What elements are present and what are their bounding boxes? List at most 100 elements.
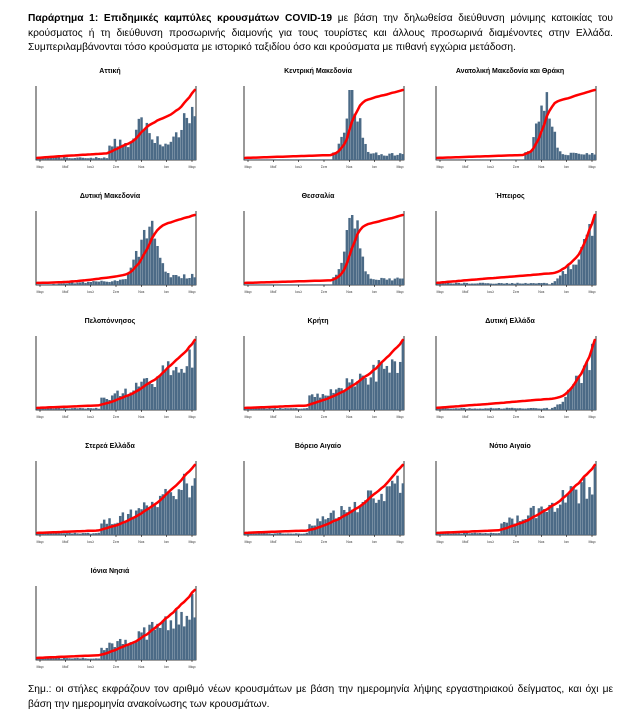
x-tick-label: Σεπ: [321, 540, 328, 544]
bar: [121, 644, 125, 660]
x-tick-label: Ιαν: [564, 415, 569, 419]
bar: [526, 283, 530, 285]
bar: [262, 408, 266, 410]
bar: [526, 408, 530, 410]
bar: [292, 408, 295, 410]
chart-panel: Πελοπόννησος Μαρ Μαΐ Ιουλ Σεπ Νοε Ιαν Μαρ: [20, 318, 220, 426]
bar: [390, 153, 394, 160]
bar: [252, 159, 255, 160]
bar: [153, 142, 157, 160]
bar: [590, 343, 594, 410]
bar: [326, 159, 330, 160]
bar: [572, 486, 575, 535]
bar: [465, 282, 469, 285]
bar: [308, 159, 311, 160]
bar: [86, 658, 90, 660]
bar: [478, 408, 482, 410]
bar: [78, 533, 82, 535]
bar: [41, 157, 45, 160]
chart-svg: Μαρ Μαΐ Ιουλ Σεπ Νοε Ιαν Μαρ: [435, 211, 597, 294]
bar: [540, 408, 543, 410]
bar: [588, 370, 591, 410]
bar: [68, 282, 71, 285]
cumulative-line: [36, 213, 196, 285]
chart-panel: Θεσσαλία Μαρ Μαΐ Ιουλ Σεπ Νοε Ιαν Μαρ: [228, 193, 428, 301]
bar: [446, 408, 450, 410]
bar: [54, 157, 58, 160]
bar: [86, 532, 90, 535]
bar: [356, 512, 359, 535]
bar: [81, 281, 85, 285]
bar: [148, 226, 151, 285]
x-tick-label: Σεπ: [321, 165, 328, 169]
bar: [542, 110, 546, 160]
bar: [588, 224, 591, 285]
bar: [188, 278, 191, 285]
bar: [372, 279, 375, 285]
x-tick-label: Μαρ: [188, 290, 195, 294]
x-tick-label: Σεπ: [321, 290, 328, 294]
bar: [334, 518, 338, 535]
bar: [580, 247, 583, 285]
bar: [182, 626, 186, 660]
bar: [124, 388, 127, 410]
x-tick-label: Μαρ: [396, 290, 403, 294]
bar: [452, 532, 455, 535]
intro-bold: Παράρτημα 1: Επιδημικές καμπύλες κρουσμά…: [28, 13, 332, 24]
chart-title: Πελοπόννησος: [84, 318, 136, 325]
bar: [49, 157, 53, 160]
bar: [262, 284, 266, 285]
bar: [292, 284, 295, 285]
bar: [62, 157, 66, 160]
bar: [593, 154, 597, 160]
bar: [38, 284, 42, 285]
bar: [441, 532, 445, 535]
bar: [182, 473, 186, 535]
bar: [158, 375, 162, 410]
bar: [76, 157, 79, 160]
bar: [494, 283, 498, 285]
bar: [529, 150, 533, 160]
x-tick-label: Μαρ: [436, 415, 443, 419]
bar: [300, 408, 303, 410]
cumulative-line: [436, 338, 596, 410]
bar: [273, 533, 277, 535]
x-tick-label: Ιουλ: [87, 290, 94, 294]
bar: [190, 485, 194, 535]
bar: [81, 408, 85, 410]
bar: [78, 157, 82, 160]
bar: [356, 121, 359, 160]
bar: [436, 159, 439, 160]
bar: [110, 146, 114, 160]
chart-panel: Ήπειρος Μαρ Μαΐ Ιουλ Σεπ Νοε Ιαν Μαρ: [420, 193, 620, 301]
bar: [366, 274, 370, 285]
bar: [158, 144, 162, 160]
bar: [180, 278, 183, 285]
bar: [294, 159, 298, 160]
bar: [73, 407, 77, 410]
bar: [126, 513, 130, 535]
bar: [457, 408, 461, 410]
bar: [172, 370, 175, 410]
bar: [126, 395, 130, 410]
bar: [329, 389, 333, 410]
bar: [574, 375, 578, 410]
intro-paragraph: Παράρτημα 1: Επιδημικές καμπύλες κρουσμά…: [28, 12, 613, 56]
bar: [441, 159, 445, 160]
bar: [148, 509, 151, 535]
bar: [542, 509, 546, 535]
chart-title: Στερεά Ελλάδα: [85, 443, 135, 450]
bar: [369, 153, 373, 160]
bar: [92, 281, 95, 285]
bar: [132, 138, 135, 160]
bar: [164, 616, 167, 660]
bar: [326, 284, 330, 285]
bar: [137, 508, 141, 535]
bar: [129, 392, 133, 410]
bar: [121, 144, 125, 160]
bar: [396, 154, 399, 160]
bar: [49, 658, 53, 660]
bar: [278, 532, 282, 535]
bar: [174, 366, 178, 410]
bar: [577, 153, 581, 160]
